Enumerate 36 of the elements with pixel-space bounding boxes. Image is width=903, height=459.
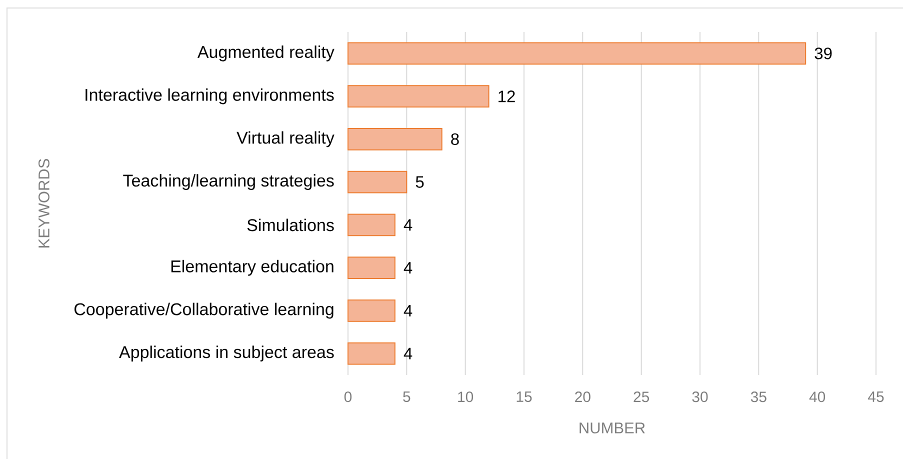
bar <box>348 85 490 108</box>
bar <box>348 170 408 194</box>
data-label: 4 <box>404 348 412 360</box>
x-tick-label: 0 <box>344 392 352 402</box>
x-tick-label: 10 <box>458 392 474 402</box>
x-tick-label: 25 <box>634 392 650 402</box>
x-tick-label: 5 <box>403 392 410 402</box>
y-tick-label: Cooperative/Collaborative learning <box>74 302 334 319</box>
x-axis-title: NUMBER <box>580 422 645 434</box>
data-label: 5 <box>416 176 424 188</box>
y-tick-label: Simulations <box>247 218 334 232</box>
x-tick-label: 40 <box>809 392 826 402</box>
x-tick-label: 15 <box>516 392 532 402</box>
bar <box>348 256 396 280</box>
bar <box>348 128 442 150</box>
x-tick-label: 30 <box>692 392 708 402</box>
y-tick-label: Interactive learning environments <box>86 88 334 104</box>
data-label: 4 <box>404 219 412 231</box>
data-label: 4 <box>404 305 412 316</box>
data-label: 39 <box>814 48 832 60</box>
y-tick-label: Virtual reality <box>236 131 334 148</box>
x-tick-label: 20 <box>575 392 590 402</box>
data-label: 4 <box>404 262 412 274</box>
bar <box>348 42 806 65</box>
data-label: 12 <box>498 90 515 102</box>
y-tick-label: Applications in subject areas <box>119 346 334 362</box>
x-tick-label: 45 <box>868 392 884 402</box>
y-tick-label: Augmented reality <box>197 46 334 62</box>
x-tick-label: 35 <box>750 392 766 402</box>
bar <box>348 299 396 322</box>
y-tick-label: Teaching/learning strategies <box>123 174 334 190</box>
bar <box>348 214 396 236</box>
data-label: 8 <box>451 133 459 146</box>
y-tick-label: Elementary education <box>171 260 334 276</box>
y-axis-title: KEYWORDS <box>38 159 50 248</box>
bar <box>348 342 396 365</box>
